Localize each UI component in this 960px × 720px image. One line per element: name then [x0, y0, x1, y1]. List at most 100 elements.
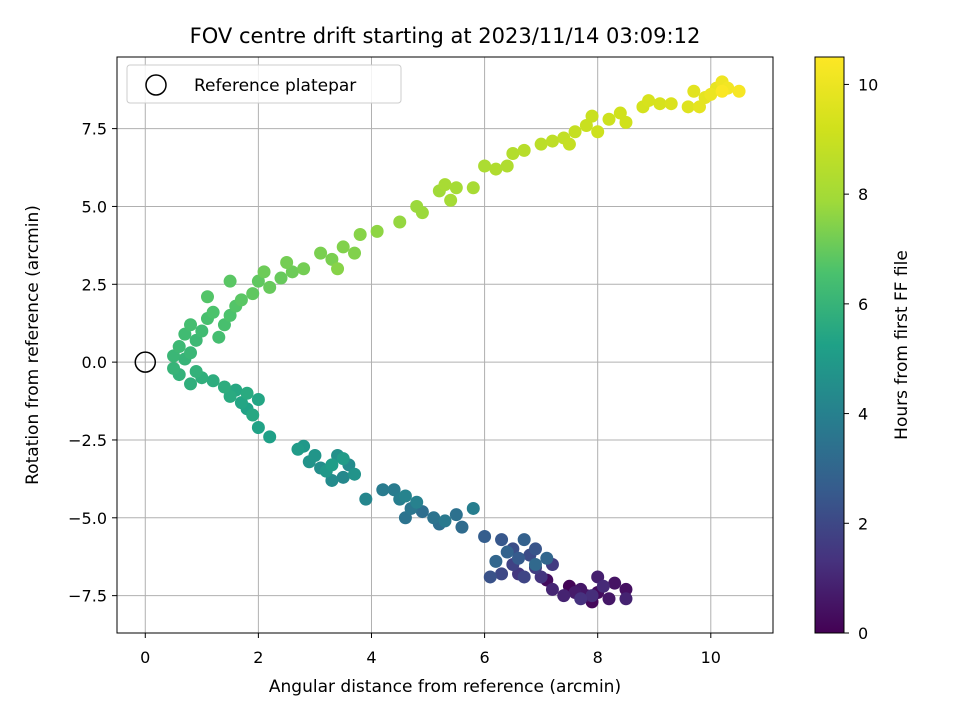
data-point — [223, 389, 237, 403]
data-point — [331, 262, 345, 276]
colorbar-tick-label: 8 — [858, 185, 868, 204]
legend-label: Reference platepar — [194, 76, 356, 96]
data-point — [398, 489, 412, 503]
data-point — [415, 505, 429, 519]
data-point — [545, 134, 559, 148]
data-point — [489, 554, 503, 568]
y-axis-label: Rotation from reference (arcmin) — [23, 205, 43, 485]
data-point — [619, 592, 633, 606]
data-point — [308, 449, 322, 463]
data-point — [184, 318, 198, 332]
data-point — [206, 305, 220, 319]
data-point — [444, 193, 458, 207]
y-tick-label: 7.5 — [82, 120, 107, 139]
data-point — [200, 290, 214, 304]
data-point — [438, 514, 452, 528]
data-point — [393, 215, 407, 229]
grid — [117, 57, 773, 633]
data-point — [438, 178, 452, 192]
data-point — [591, 125, 605, 139]
colorbar-gradient — [814, 56, 845, 634]
data-point — [353, 227, 367, 241]
plot-frame — [116, 56, 774, 634]
x-axis-label: Angular distance from reference (arcmin) — [269, 677, 621, 697]
data-point — [591, 570, 605, 584]
chart-title: FOV centre drift starting at 2023/11/14 … — [190, 24, 701, 48]
data-point — [602, 592, 616, 606]
data-point — [732, 84, 746, 98]
data-point — [528, 558, 542, 572]
data-point — [291, 442, 305, 456]
data-point — [325, 473, 339, 487]
data-point — [495, 533, 509, 547]
data-point — [189, 333, 203, 347]
data-point — [167, 349, 181, 363]
data-point — [619, 582, 633, 596]
colorbar-tick-label: 6 — [858, 295, 868, 314]
data-point — [619, 115, 633, 129]
x-tick-label: 6 — [479, 648, 489, 667]
data-point — [359, 492, 373, 506]
colorbar-tick-label: 0 — [858, 624, 868, 643]
y-tick-label: −2.5 — [68, 431, 107, 450]
data-point — [246, 408, 260, 422]
x-tick-label: 2 — [253, 648, 263, 667]
data-point — [348, 467, 362, 481]
x-tick-label: 0 — [140, 648, 150, 667]
reference-point-marker — [134, 351, 157, 373]
data-point — [184, 377, 198, 391]
data-point — [579, 118, 593, 132]
data-point — [596, 579, 610, 593]
data-point — [376, 483, 390, 497]
data-point — [184, 346, 198, 360]
colorbar: 0 2 4 6 8 10 Hours from first FF file — [814, 56, 912, 643]
legend-marker-icon — [145, 74, 167, 96]
colorbar-ticks: 0 2 4 6 8 10 — [844, 75, 878, 643]
plot-area: 0 2 4 6 8 10 −7.5 −5.0 −2.5 0.0 2.5 5.0 7.5 — [68, 56, 774, 667]
data-point — [336, 470, 350, 484]
y-tick-label: −5.0 — [68, 509, 107, 528]
data-point — [512, 551, 526, 565]
data-point — [251, 392, 265, 406]
data-point — [251, 274, 265, 288]
data-point — [398, 511, 412, 525]
data-point — [506, 147, 520, 161]
data-point — [466, 501, 480, 515]
data-point — [370, 224, 384, 238]
data-point — [167, 361, 181, 375]
data-point — [387, 483, 401, 497]
data-point — [653, 97, 667, 111]
data-point — [325, 458, 339, 472]
y-tick-label: 5.0 — [82, 197, 107, 216]
data-point — [172, 340, 186, 354]
data-point — [189, 364, 203, 378]
data-point — [602, 112, 616, 126]
data-point — [449, 181, 463, 195]
data-point — [574, 592, 588, 606]
data-point — [500, 159, 514, 173]
colorbar-tick-label: 2 — [858, 514, 868, 533]
x-tick-label: 8 — [593, 648, 603, 667]
data-point — [449, 508, 463, 522]
colorbar-tick-label: 10 — [858, 75, 878, 94]
data-point — [692, 100, 706, 114]
data-point — [410, 495, 424, 509]
data-point — [217, 380, 231, 394]
x-tick-label: 4 — [366, 648, 376, 667]
data-point — [664, 97, 678, 111]
data-point — [704, 87, 718, 101]
data-points — [167, 75, 746, 609]
data-point — [178, 327, 192, 341]
data-point — [517, 143, 531, 157]
data-point — [257, 265, 271, 279]
data-point — [489, 162, 503, 176]
data-point — [562, 137, 576, 151]
y-axis-ticks: −7.5 −5.0 −2.5 0.0 2.5 5.0 7.5 — [68, 120, 117, 606]
data-point — [240, 386, 254, 400]
data-point — [478, 159, 492, 173]
data-point — [297, 262, 311, 276]
data-point — [325, 252, 339, 266]
data-point — [568, 125, 582, 139]
data-point — [478, 529, 492, 543]
